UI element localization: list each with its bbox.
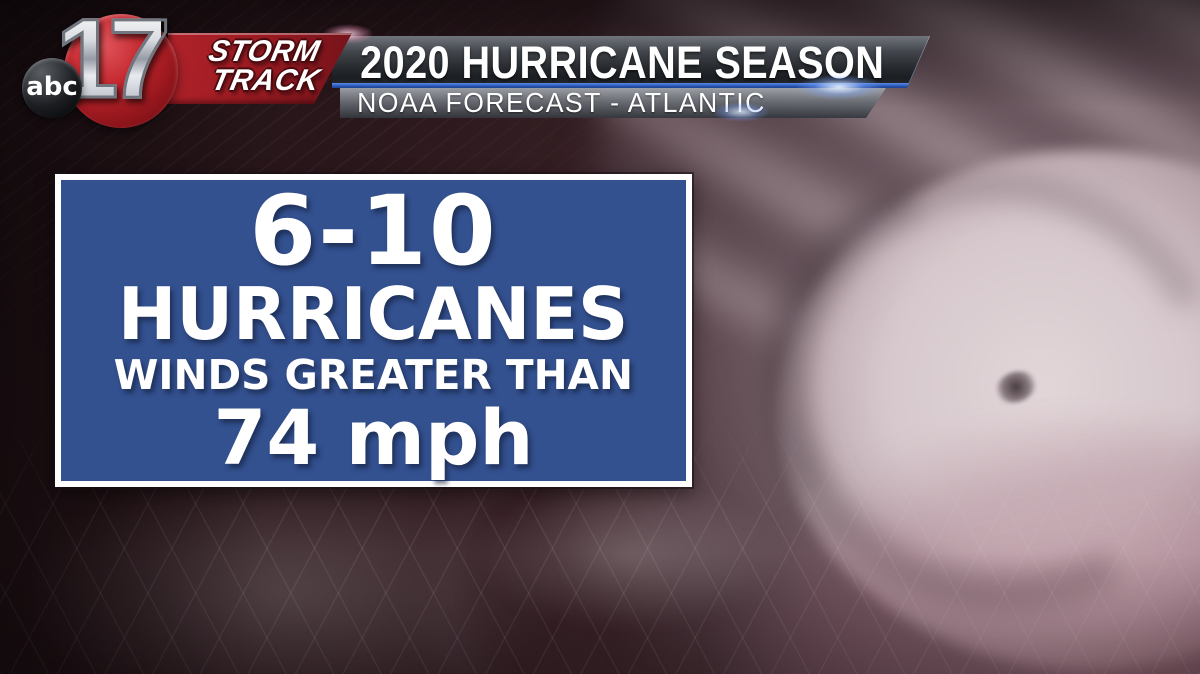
forecast-qualifier: WINDS GREATER THAN <box>113 350 634 399</box>
storm-track-line2: TRACK <box>208 64 323 98</box>
storm-track-line1: STORM <box>205 35 323 68</box>
forecast-card: 6-10 HURRICANES WINDS GREATER THAN 74 mp… <box>55 174 692 487</box>
storm-track-wordmark: STORM TRACK <box>200 35 329 98</box>
abc-network-logo: abc <box>22 58 82 118</box>
header-subtitle-bar: NOAA FORECAST - ATLANTIC <box>340 88 886 118</box>
forecast-range: 6-10 <box>249 175 498 288</box>
forecast-category: HURRICANES <box>118 271 629 356</box>
channel-red-circle <box>64 14 178 128</box>
header-title-bar: 2020 HURRICANE SEASON <box>332 36 930 88</box>
header-subtitle: NOAA FORECAST - ATLANTIC <box>357 87 766 118</box>
forecast-threshold: 74 mph <box>213 392 534 482</box>
abc-network-label: abc <box>26 71 78 102</box>
header-title: 2020 HURRICANE SEASON <box>360 36 885 88</box>
